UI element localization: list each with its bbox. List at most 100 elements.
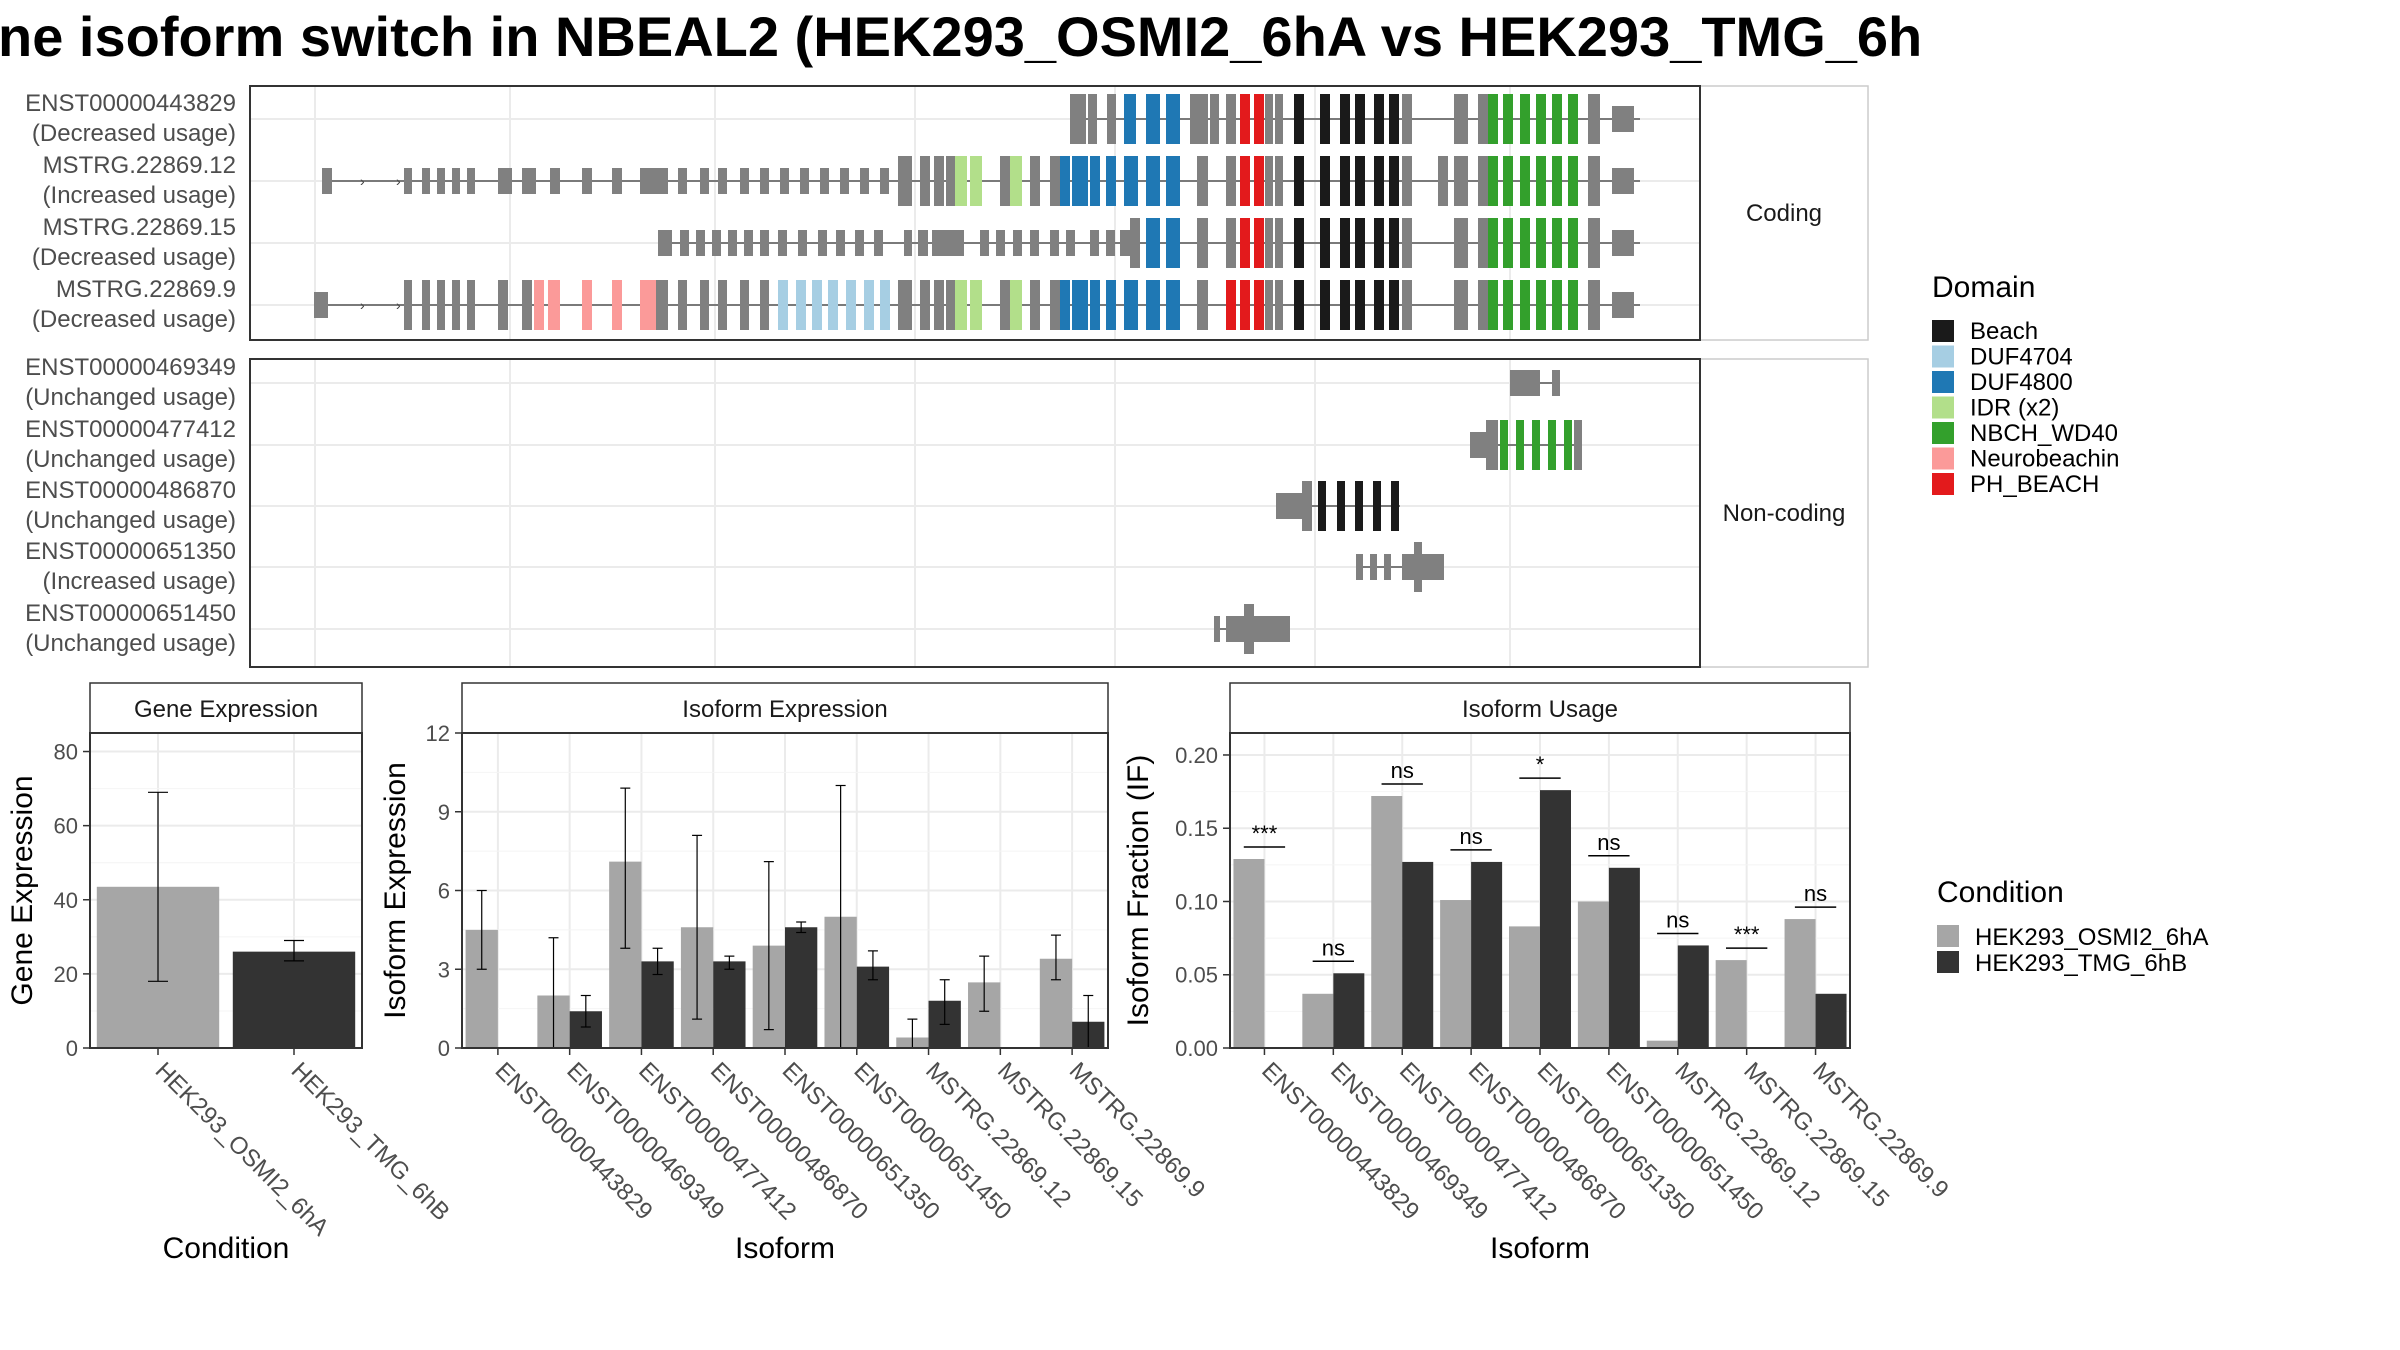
exon [1294,94,1304,144]
facet-strip [1699,85,1869,341]
exon [1478,94,1488,144]
exon [1320,156,1330,206]
significance-label: ns [1597,830,1620,855]
exon [640,280,656,330]
exon [1254,156,1264,206]
exon [1060,156,1070,206]
exon [1275,280,1283,330]
exon [534,280,544,330]
track-usage-label: (Decreased usage) [32,120,236,147]
exon [1402,94,1412,144]
exon [1226,156,1236,206]
chart-title-strip [89,682,363,734]
exon [955,280,967,330]
exon [934,156,944,206]
exon [656,280,668,330]
exon [1516,420,1524,470]
exon [1318,481,1326,531]
y-tick-label: 40 [54,888,78,913]
exon [1124,94,1136,144]
exon [640,168,668,194]
exon [322,168,332,194]
facet-strip-label: Coding [1746,200,1822,227]
exon [612,168,622,194]
facet-panel-border [249,358,1701,668]
bar [1677,945,1709,1048]
exon [946,280,956,330]
exon [422,280,430,330]
exon [1337,481,1345,531]
exon [1454,280,1468,330]
exon [1355,94,1365,144]
exon [1090,156,1100,206]
exon [1226,218,1236,268]
exon [550,168,560,194]
facet-panel-bg [250,359,1700,667]
significance-label: ns [1322,935,1345,960]
exon [855,230,864,256]
exon [1374,218,1384,268]
exon [1340,218,1350,268]
condition-legend-label: HEK293_OSMI2_6hA [1975,924,2208,951]
exon [1240,94,1250,144]
bar [1371,796,1403,1048]
exon [1124,156,1138,206]
bar [1471,861,1503,1048]
y-tick-label: 0.05 [1175,963,1218,988]
exon [1402,156,1412,206]
facet-strip [1699,358,1869,668]
exon [740,168,749,194]
structure-panel: Coding ENST00000443829 (Decreased usage) MS… [25,85,1869,668]
exon [452,280,460,330]
exon [846,280,856,330]
exon [452,168,460,194]
y-axis-title: Isoform Expression [379,762,412,1019]
bar [1608,867,1640,1048]
exon [612,280,622,330]
facet-panel-border [249,85,1701,341]
exon [1454,218,1468,268]
exon [1536,156,1546,206]
bar [1815,993,1847,1048]
exon [1612,168,1634,194]
exon [1520,280,1530,330]
significance-label: ns [1391,758,1414,783]
exon [760,280,769,330]
exon [1488,156,1498,206]
exon [1107,94,1116,144]
exon [818,230,827,256]
isoform-usage-chart: Isoform Usage 0.00 0.05 0.10 0.15 0.20 *** ns ns… [1122,682,1954,1265]
domain-legend-label: IDR (x2) [1970,395,2059,422]
chart-title: Gene Expression [134,696,318,723]
exon [1166,218,1180,268]
bar [785,927,818,1048]
bar [1333,973,1365,1048]
domain-legend-label: DUF4800 [1970,369,2073,396]
bar [1440,900,1472,1048]
exon [467,168,475,194]
domain-legend-title: Domain [1932,271,2035,304]
exon [778,280,788,330]
exon [1106,156,1116,206]
exon [828,280,838,330]
exon [1265,218,1273,268]
exon [1564,420,1572,470]
exon [700,280,709,330]
condition-legend-title: Condition [1937,876,2064,909]
exon [1588,94,1600,144]
exon [1355,481,1363,531]
track-usage-label: (Decreased usage) [32,244,236,271]
exon [1402,554,1416,580]
exon [1030,156,1040,206]
exon [1552,156,1562,206]
track-usage-label: (Unchanged usage) [25,630,236,657]
chart-title: Isoform Usage [1462,696,1618,723]
bar [1784,919,1816,1048]
exon [718,280,727,330]
bar [1402,861,1434,1048]
exon [1254,94,1264,144]
exon [1588,156,1600,206]
exon [1552,218,1562,268]
